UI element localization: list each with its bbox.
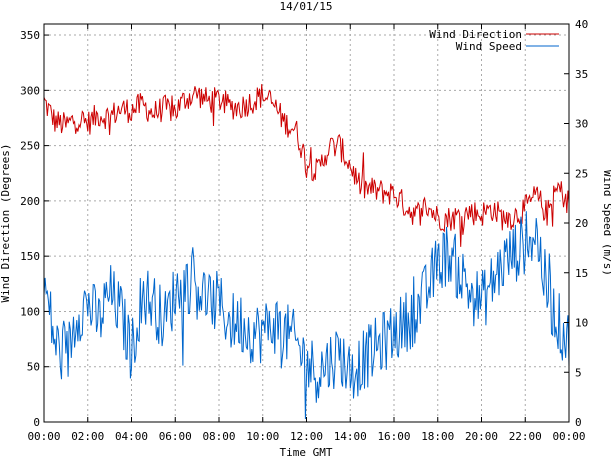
- y-left-tick-label: 300: [20, 84, 40, 97]
- y-left-tick-label: 0: [33, 416, 40, 429]
- series-line-wind-speed: [43, 211, 570, 420]
- y-left-axis-label: Wind Direction (Degrees): [0, 144, 12, 303]
- legend: Wind Direction Wind Speed: [429, 28, 559, 53]
- x-tick-label: 06:00: [159, 430, 192, 443]
- x-tick-label: 12:00: [290, 430, 323, 443]
- x-tick-label: 16:00: [377, 430, 410, 443]
- y-left-tick-label: 350: [20, 29, 40, 42]
- tick-labels: 00:00 02:00 04:00 06:00 08:00 10:00 12:00 14:00…: [20, 18, 588, 443]
- x-tick-label: 14:00: [334, 430, 367, 443]
- y-right-tick-label: 5: [575, 366, 582, 379]
- x-tick-label: 00:00: [27, 430, 60, 443]
- legend-label-wind-direction: Wind Direction: [429, 28, 522, 41]
- x-tick-label: 18:00: [421, 430, 454, 443]
- x-tick-label: 10:00: [246, 430, 279, 443]
- y-left-tick-label: 150: [20, 250, 40, 263]
- y-right-tick-label: 35: [575, 68, 588, 81]
- x-tick-label: 22:00: [509, 430, 542, 443]
- chart-title: 14/01/15: [280, 0, 333, 13]
- y-left-tick-label: 250: [20, 140, 40, 153]
- ticks: [43, 23, 570, 423]
- y-left-tick-label: 200: [20, 195, 40, 208]
- y-right-tick-label: 25: [575, 167, 588, 180]
- y-right-tick-label: 40: [575, 18, 588, 31]
- x-tick-label: 00:00: [552, 430, 585, 443]
- series-line-wind-direction: [43, 84, 570, 247]
- x-tick-label: 04:00: [115, 430, 148, 443]
- y-right-tick-label: 10: [575, 317, 588, 330]
- x-tick-label: 20:00: [465, 430, 498, 443]
- legend-label-wind-speed: Wind Speed: [456, 40, 522, 53]
- x-axis-label: Time GMT: [280, 446, 333, 459]
- y-right-tick-label: 20: [575, 217, 588, 230]
- y-right-tick-label: 0: [575, 416, 582, 429]
- y-right-tick-label: 15: [575, 267, 588, 280]
- x-tick-label: 02:00: [71, 430, 104, 443]
- y-left-tick-label: 50: [27, 361, 40, 374]
- y-left-tick-label: 100: [20, 305, 40, 318]
- x-tick-label: 08:00: [202, 430, 235, 443]
- series-layer: [43, 84, 570, 420]
- y-right-axis-label: Wind Speed (m/s): [601, 170, 611, 276]
- y-right-tick-label: 30: [575, 118, 588, 131]
